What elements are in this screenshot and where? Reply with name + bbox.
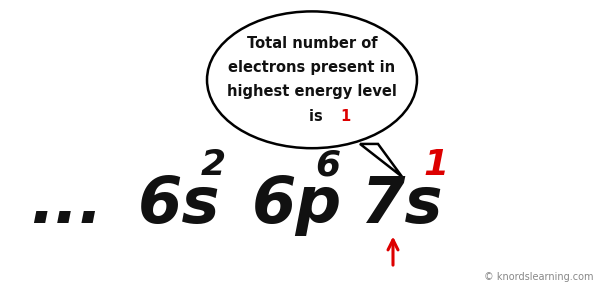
Text: is: is [308,109,328,124]
Text: 1: 1 [340,109,350,124]
Text: 2: 2 [201,148,226,182]
Text: 6: 6 [315,148,340,182]
Text: Total number of: Total number of [247,36,377,51]
Text: © knordslearning.com: © knordslearning.com [485,272,594,282]
Text: 6s: 6s [138,174,221,236]
Text: 1: 1 [423,148,448,182]
Text: 7s: 7s [360,174,443,236]
Polygon shape [360,144,402,177]
Text: ...: ... [30,174,103,236]
Text: electrons present in: electrons present in [229,60,395,75]
Ellipse shape [207,11,417,148]
Text: 6p: 6p [252,174,342,236]
Text: highest energy level: highest energy level [227,84,397,99]
